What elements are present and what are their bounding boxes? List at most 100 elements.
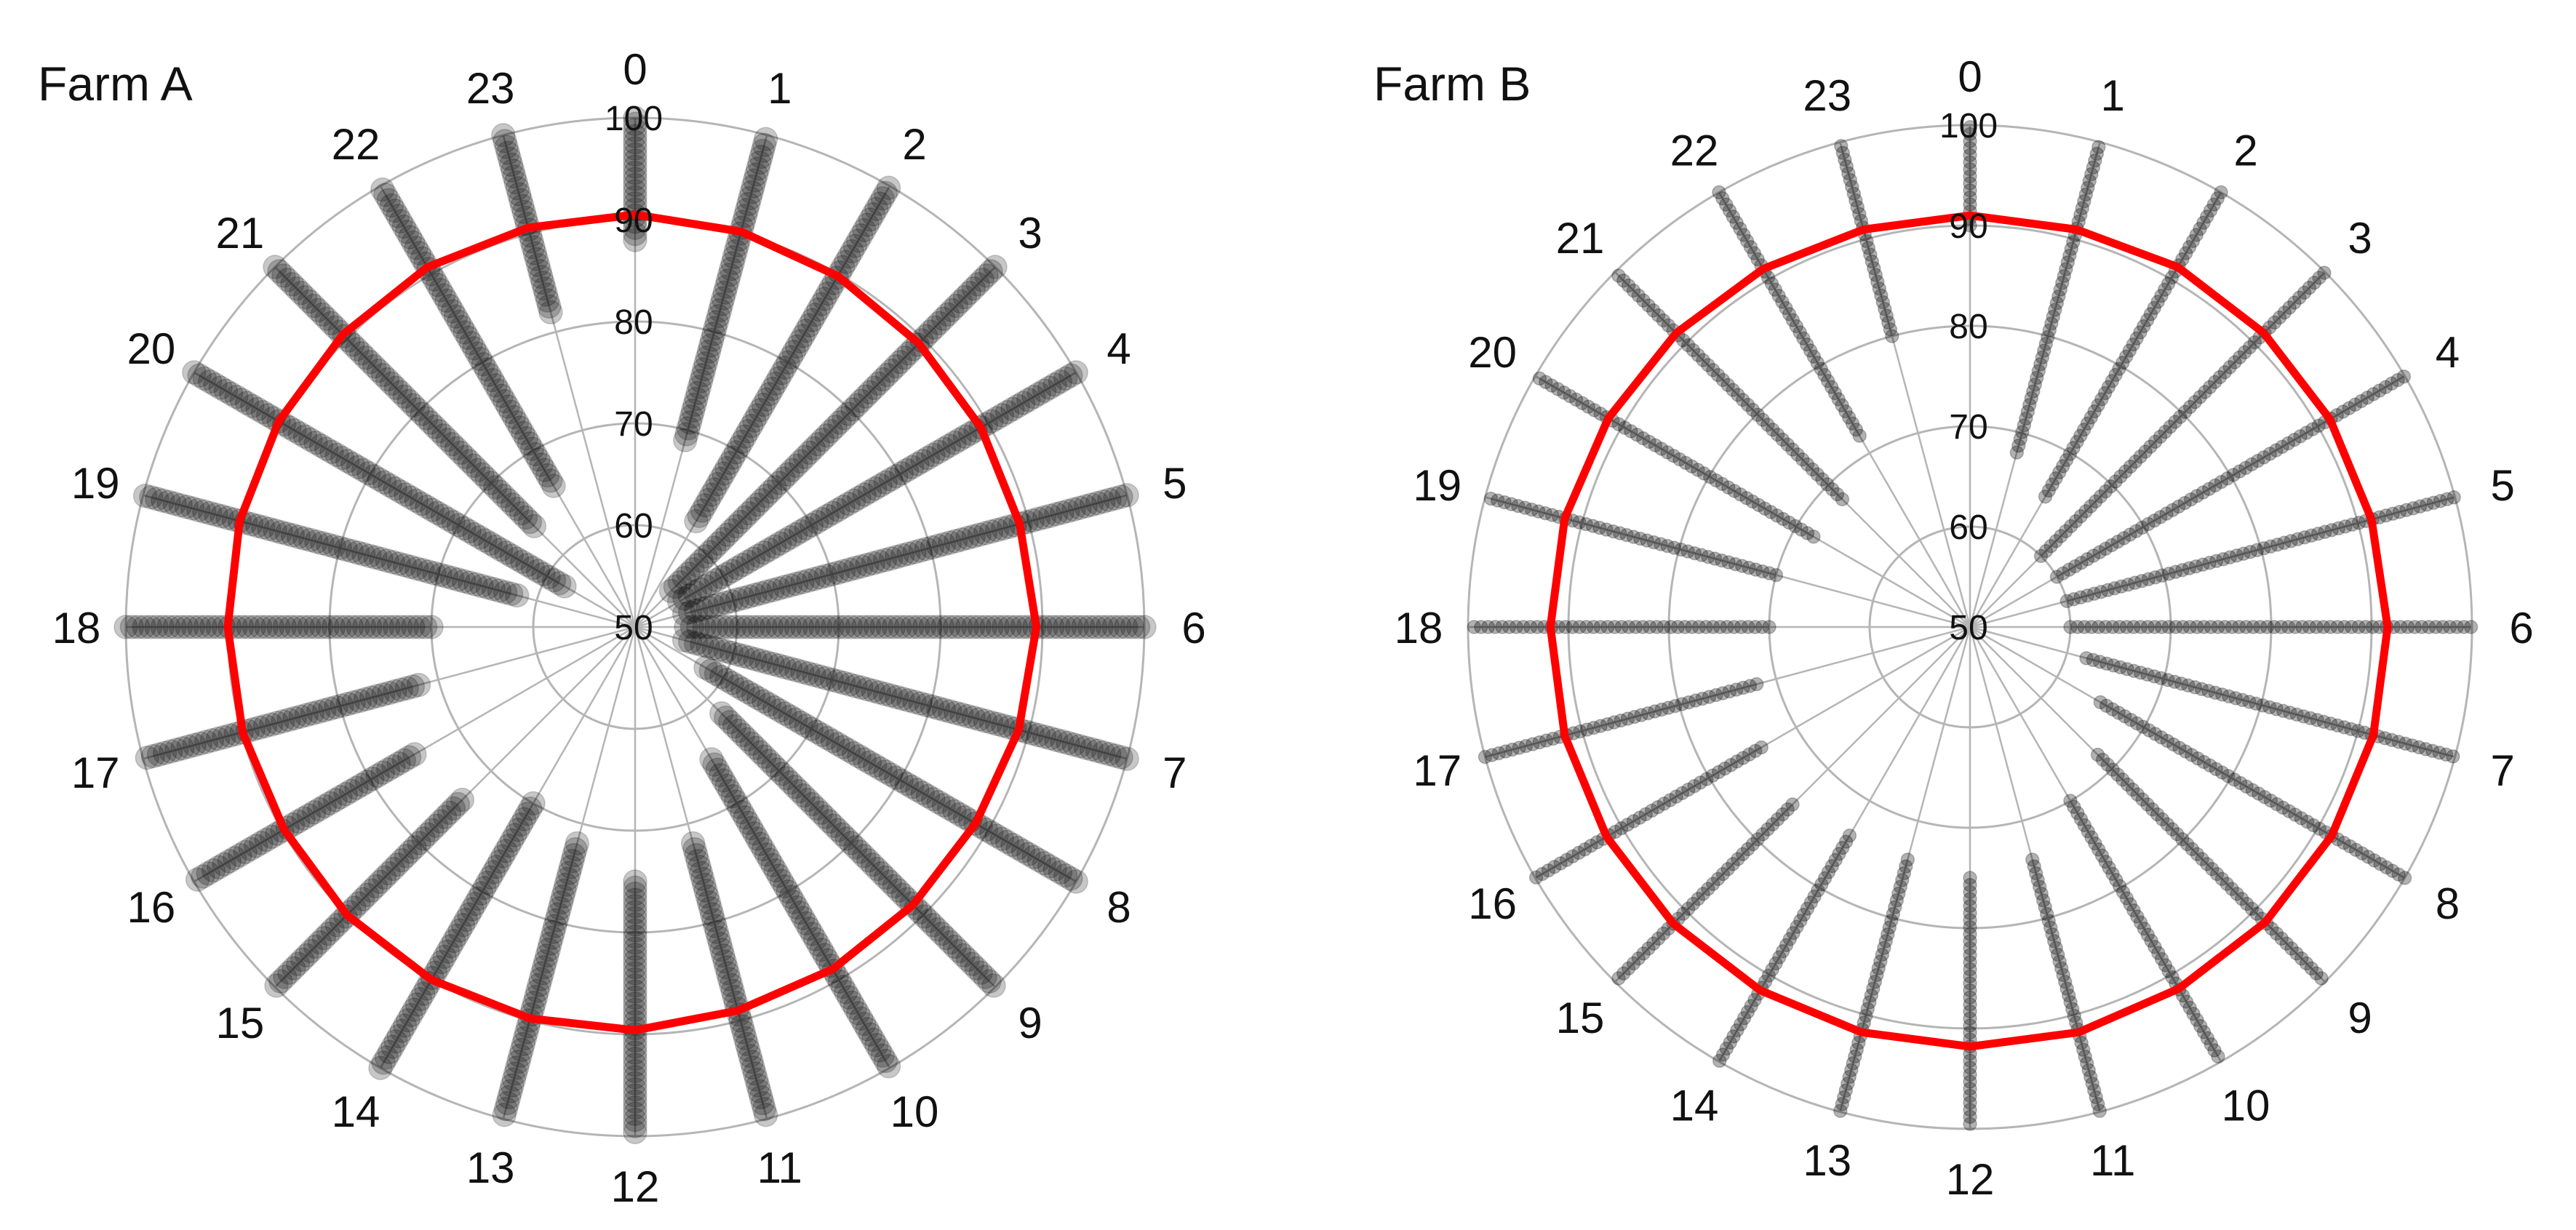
farm-a-point [213, 378, 239, 403]
farm-a-point [727, 509, 753, 535]
farm-a-point [156, 615, 181, 639]
farm-a-point [1101, 615, 1126, 639]
farm-a-point [500, 1073, 525, 1098]
farm-a-point [501, 158, 525, 183]
farm-b-point [1859, 1008, 1873, 1023]
farm-a-point [623, 875, 647, 900]
farm-a-point [942, 615, 968, 639]
farm-b-point [1619, 527, 1634, 543]
farm-a-point [790, 659, 815, 684]
farm-b-point [1600, 620, 1615, 634]
farm-b-point [1810, 355, 1825, 370]
farm-b-point [1780, 802, 1795, 817]
farm-a-point [877, 869, 903, 895]
farm-a-point [388, 615, 413, 639]
farm-b-hour-label-14: 14 [1670, 1081, 1719, 1130]
farm-b-point [1815, 472, 1830, 487]
farm-a-point [742, 168, 767, 193]
farm-a-point [346, 455, 371, 479]
farm-a-point [677, 629, 703, 655]
farm-a-point [837, 985, 861, 1010]
farm-b-point [1768, 956, 1783, 971]
farm-a-point [623, 129, 647, 155]
farm-a-point [696, 890, 722, 915]
farm-a-point [888, 615, 912, 639]
farm-a-point [860, 852, 885, 877]
farm-a-point [411, 981, 436, 1007]
farm-a-point [805, 510, 829, 535]
farm-b-point [2073, 207, 2088, 223]
farm-a-point [763, 858, 788, 883]
farm-a-point [984, 823, 1009, 848]
farm-a-point [766, 366, 791, 391]
farm-a-point [693, 878, 718, 903]
farm-a-point [794, 516, 818, 540]
farm-b-point [2405, 738, 2420, 753]
farm-b-point [2305, 422, 2320, 436]
farm-b-point [2026, 384, 2041, 399]
farm-a-point [701, 908, 726, 933]
farm-b-point [2147, 513, 2162, 528]
farm-a-point [563, 836, 588, 862]
farm-a-hour-label-10: 10 [890, 1087, 939, 1136]
farm-a-point [286, 809, 311, 834]
farm-b-spoke-23 [1839, 142, 1971, 628]
farm-b-hour-label-2: 2 [2233, 127, 2257, 175]
farm-a-point [363, 545, 388, 570]
farm-b-point [1963, 990, 1977, 1005]
farm-a-point [367, 467, 392, 492]
farm-a-point [380, 1034, 405, 1059]
farm-a-point [345, 540, 370, 565]
farm-a-point [199, 728, 225, 753]
farm-b-point [2294, 811, 2309, 826]
farm-a-points-hour-18 [113, 615, 444, 639]
farm-a-point [392, 1013, 418, 1038]
farm-b-point [1881, 927, 1895, 942]
farm-a-point [808, 615, 833, 639]
farm-b-point [1611, 417, 1626, 431]
farm-b-point [2316, 620, 2331, 634]
farm-a-point [912, 904, 937, 929]
farm-a-point [543, 914, 567, 938]
farm-a-points-hour-22 [370, 177, 566, 498]
farm-b-point [1888, 900, 1902, 914]
farm-b-point [2203, 758, 2217, 773]
farm-a-point [819, 562, 845, 587]
farm-a-point [684, 842, 709, 868]
farm-a-point [748, 740, 773, 765]
farm-a-point [363, 874, 388, 899]
farm-b-point [1709, 473, 1723, 488]
farm-b-points-hour-3 [2033, 265, 2332, 564]
farm-b-point [1498, 744, 1513, 759]
farm-a-point [676, 416, 701, 441]
farm-b-point [1611, 971, 1626, 986]
farm-a-point [1077, 615, 1102, 639]
farm-a-point [695, 595, 720, 620]
farm-a-point [379, 371, 404, 396]
farm-b-point [2214, 871, 2230, 887]
farm-b-point [2228, 691, 2243, 706]
farm-b-point [2074, 555, 2089, 570]
farm-a-point [866, 371, 891, 396]
farm-a-point [719, 671, 745, 695]
farm-a-point [751, 836, 776, 862]
farm-a-point [836, 491, 861, 516]
farm-b-point [1755, 412, 1770, 427]
farm-b-point [2086, 652, 2101, 668]
farm-a-point [766, 576, 791, 601]
farm-a-point [386, 1023, 411, 1049]
farm-a-point [244, 514, 270, 538]
farm-a-point [1109, 484, 1133, 509]
farm-a-point [826, 818, 850, 842]
farm-a-hour-label-7: 7 [1163, 748, 1187, 797]
farm-b-point [2134, 520, 2150, 535]
farm-a-point [814, 615, 839, 639]
farm-a-point [725, 674, 750, 698]
farm-b-point [2449, 620, 2465, 634]
farm-a-point [351, 542, 376, 567]
farm-b-point [2351, 516, 2366, 530]
farm-a-point [503, 1061, 528, 1086]
farm-a-point [873, 470, 898, 495]
farm-b-point [1669, 789, 1683, 804]
